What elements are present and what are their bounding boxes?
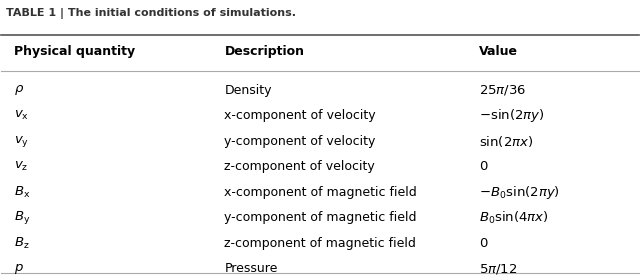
Text: $-\sin(2\pi y)$: $-\sin(2\pi y)$ (479, 107, 545, 124)
Text: $-B_0\sin(2\pi y)$: $-B_0\sin(2\pi y)$ (479, 184, 560, 200)
Text: Physical quantity: Physical quantity (14, 45, 135, 58)
Text: x-component of magnetic field: x-component of magnetic field (225, 186, 417, 199)
Text: $\sin(2\pi x)$: $\sin(2\pi x)$ (479, 134, 534, 149)
Text: $5\pi/12$: $5\pi/12$ (479, 262, 518, 276)
Text: y-component of velocity: y-component of velocity (225, 135, 376, 148)
Text: $25\pi/36$: $25\pi/36$ (479, 83, 527, 97)
Text: Value: Value (479, 45, 518, 58)
Text: z-component of velocity: z-component of velocity (225, 160, 375, 173)
Text: TABLE 1 | The initial conditions of simulations.: TABLE 1 | The initial conditions of simu… (6, 8, 296, 19)
Text: $v_\mathrm{z}$: $v_\mathrm{z}$ (14, 160, 28, 173)
Text: $B_\mathrm{y}$: $B_\mathrm{y}$ (14, 209, 31, 226)
Text: $\rho$: $\rho$ (14, 83, 24, 97)
Text: $v_\mathrm{x}$: $v_\mathrm{x}$ (14, 109, 29, 122)
Text: $B_\mathrm{z}$: $B_\mathrm{z}$ (14, 235, 29, 251)
Text: $p$: $p$ (14, 262, 24, 276)
Text: $v_\mathrm{y}$: $v_\mathrm{y}$ (14, 134, 29, 149)
Text: x-component of velocity: x-component of velocity (225, 109, 376, 122)
Text: $B_\mathrm{x}$: $B_\mathrm{x}$ (14, 185, 30, 200)
Text: Density: Density (225, 84, 272, 97)
Text: $B_0\sin(4\pi x)$: $B_0\sin(4\pi x)$ (479, 209, 549, 226)
Text: z-component of magnetic field: z-component of magnetic field (225, 237, 416, 250)
Text: Description: Description (225, 45, 305, 58)
Text: y-component of magnetic field: y-component of magnetic field (225, 211, 417, 224)
Text: $0$: $0$ (479, 237, 489, 250)
Text: $0$: $0$ (479, 160, 489, 173)
Text: Pressure: Pressure (225, 262, 278, 275)
